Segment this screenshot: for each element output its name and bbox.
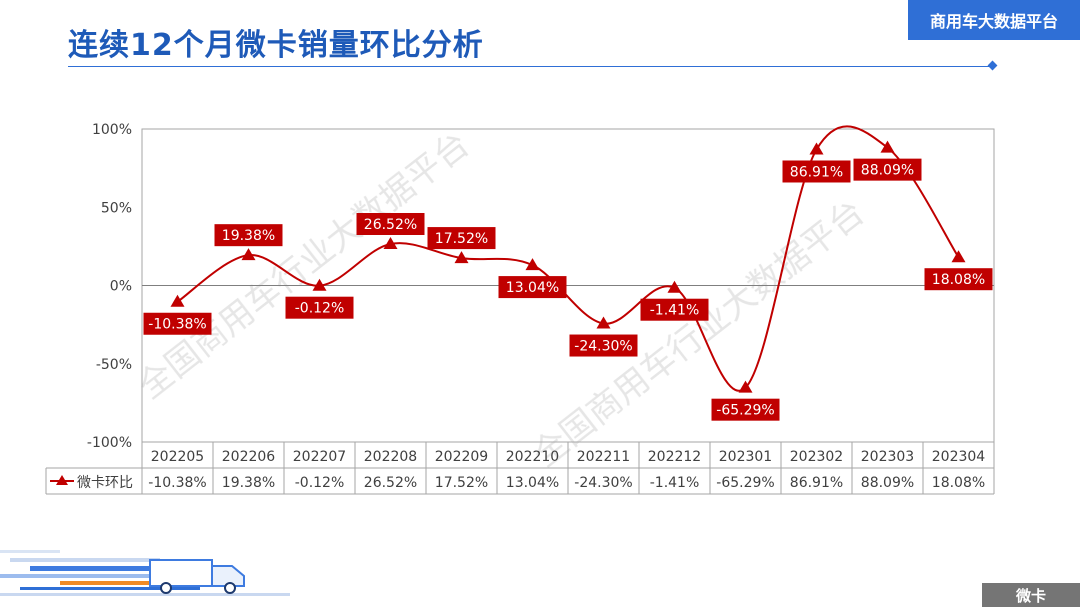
legend-label: 微卡环比 (77, 475, 133, 491)
data-label: 17.52% (435, 231, 488, 247)
data-label: -10.38% (148, 317, 206, 333)
x-tick-label: 202209 (435, 449, 488, 465)
y-tick-label: 50% (101, 200, 132, 216)
x-tick-label: 202304 (932, 449, 986, 465)
data-label-box (569, 334, 638, 357)
x-tick-label: 202302 (790, 449, 843, 465)
data-point-marker (241, 248, 256, 261)
table-cell: 17.52% (435, 475, 488, 491)
x-tick-label: 202210 (506, 449, 559, 465)
data-label-box (711, 398, 780, 421)
table-cell: 86.91% (790, 475, 843, 491)
series-group: -10.38% 19.38% -0.12% 26.52% 17.52% 13.04% -24… (143, 125, 993, 421)
data-point-marker (383, 236, 398, 249)
table-cell: -0.12% (295, 475, 345, 491)
data-label: -0.12% (295, 301, 345, 317)
table-cell: 13.04% (506, 475, 559, 491)
data-label: 18.08% (932, 272, 985, 288)
table-cell: -1.41% (650, 475, 700, 491)
table-cell: -10.38% (148, 475, 206, 491)
x-tick-label: 202207 (293, 449, 346, 465)
data-label-box (356, 212, 425, 235)
x-tick-label: 202206 (222, 449, 276, 465)
y-tick-label: -100% (87, 435, 132, 451)
data-label-box (853, 158, 922, 181)
data-point-marker (667, 280, 682, 293)
data-table: 202205 -10.38% 202206 19.38% 202207 -0.12% 202… (45, 442, 995, 495)
table-cell: -24.30% (574, 475, 632, 491)
x-tick-label: 202208 (364, 449, 417, 465)
data-point-marker (454, 251, 469, 264)
data-point-marker (596, 316, 611, 329)
y-tick-label: 100% (92, 122, 132, 138)
data-point-marker (738, 380, 753, 393)
table-cell: 26.52% (364, 475, 417, 491)
table-cell: 88.09% (861, 475, 914, 491)
data-point-marker (170, 294, 185, 307)
data-label-box (924, 268, 993, 291)
page-title: 连续12个月微卡销量环比分析 (68, 28, 484, 63)
watermark-text: 全国商用车行业大数据平台 (526, 192, 872, 475)
data-label: -1.41% (650, 303, 700, 319)
data-label-box (427, 227, 496, 250)
data-label-box (143, 312, 212, 335)
data-label-box (782, 160, 851, 183)
table-cell: -65.29% (716, 475, 774, 491)
y-tick-label: 0% (110, 279, 132, 295)
data-point-marker (880, 140, 895, 153)
data-label-box (214, 224, 283, 247)
x-tick-label: 202301 (719, 449, 772, 465)
legend-marker (56, 475, 68, 485)
data-label-box (640, 298, 709, 321)
data-label: 13.04% (506, 280, 559, 296)
brand-badge: 商用车大数据平台 (908, 0, 1080, 40)
x-tick-label: 202303 (861, 449, 914, 465)
y-axis: 100% 50% 0% -50% -100% (87, 122, 132, 451)
data-point-marker (951, 250, 966, 263)
watermark: 全国商用车行业大数据平台 全国商用车行业大数据平台 (131, 124, 872, 475)
table-cell: 19.38% (222, 475, 275, 491)
data-label: -65.29% (716, 403, 774, 419)
data-label: 86.91% (790, 164, 843, 180)
data-label-box (498, 276, 567, 299)
data-label: 26.52% (364, 217, 417, 233)
data-label: -24.30% (574, 339, 632, 355)
x-tick-label: 202212 (648, 449, 701, 465)
x-tick-label: 202205 (151, 449, 204, 465)
x-tick-label: 202211 (577, 449, 630, 465)
title-divider (68, 66, 994, 67)
data-label: 88.09% (861, 163, 914, 179)
data-label: 19.38% (222, 228, 275, 244)
data-point-marker (809, 142, 824, 155)
data-point-marker (312, 278, 327, 291)
data-label-box (285, 296, 354, 319)
y-tick-label: -50% (96, 357, 132, 373)
truck-illustration (0, 550, 290, 596)
category-badge: 微卡 (982, 583, 1080, 607)
table-cell: 18.08% (932, 475, 985, 491)
data-point-marker (525, 258, 540, 271)
watermark-text: 全国商用车行业大数据平台 (131, 124, 477, 407)
